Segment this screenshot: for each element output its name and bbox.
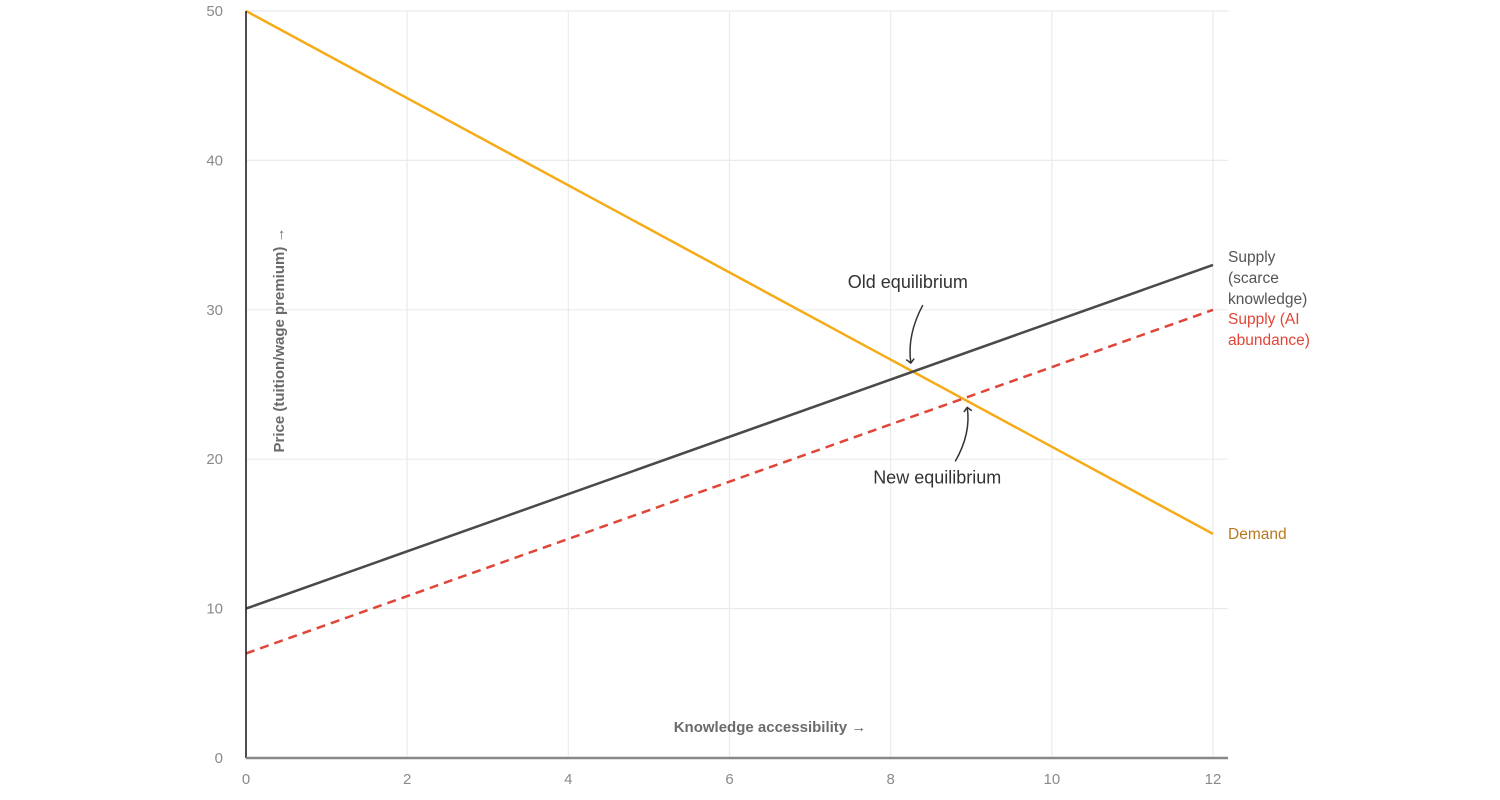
annotation-arrow <box>954 406 973 462</box>
annotation-arrow <box>905 304 924 365</box>
y-tick-label: 30 <box>206 302 223 319</box>
series-end-label-line: Demand <box>1228 526 1287 543</box>
series-end-label-line: (scarce <box>1228 270 1279 287</box>
annotation-text: Old equilibrium <box>848 272 968 292</box>
y-tick-label: 50 <box>206 3 223 20</box>
series-end-label: Demand <box>1228 526 1287 543</box>
series-line <box>245 9 1214 535</box>
series-end-label: Supply (scarce knowledge) <box>1228 249 1307 308</box>
x-tick-label: 8 <box>886 771 894 788</box>
series-line <box>245 263 1214 610</box>
x-axis-title: Knowledge accessibility → <box>674 719 867 736</box>
labels: 0 10 20 30 40 50 0 2 4 6 8 10 12 Demand Supply (scarce k… <box>206 3 1310 788</box>
annotation-text: New equilibrium <box>873 467 1001 487</box>
y-tick-label: 20 <box>206 451 223 468</box>
x-tick-label: 2 <box>403 771 411 788</box>
x-tick-label: 12 <box>1205 771 1222 788</box>
series-end-label-line: knowledge) <box>1228 291 1307 308</box>
x-tick-label: 4 <box>564 771 572 788</box>
y-tick-label: 0 <box>215 750 223 767</box>
x-tick-label: 6 <box>725 771 733 788</box>
grid <box>246 10 1228 758</box>
x-tick-label: 0 <box>242 771 250 788</box>
series-group <box>245 9 1214 655</box>
series-line <box>245 308 1214 655</box>
y-tick-label: 10 <box>206 601 223 618</box>
x-tick-label: 10 <box>1043 771 1060 788</box>
series-end-label-line: Supply (AI <box>1228 311 1300 328</box>
series-end-label-line: Supply <box>1228 249 1276 266</box>
series-end-label-line: abundance) <box>1228 332 1310 349</box>
y-axis-title: Price (tuition/wage premium) → <box>271 227 288 452</box>
axes <box>245 11 1228 760</box>
y-tick-label: 40 <box>206 152 223 169</box>
series-end-label: Supply (AI abundance) <box>1228 311 1310 349</box>
